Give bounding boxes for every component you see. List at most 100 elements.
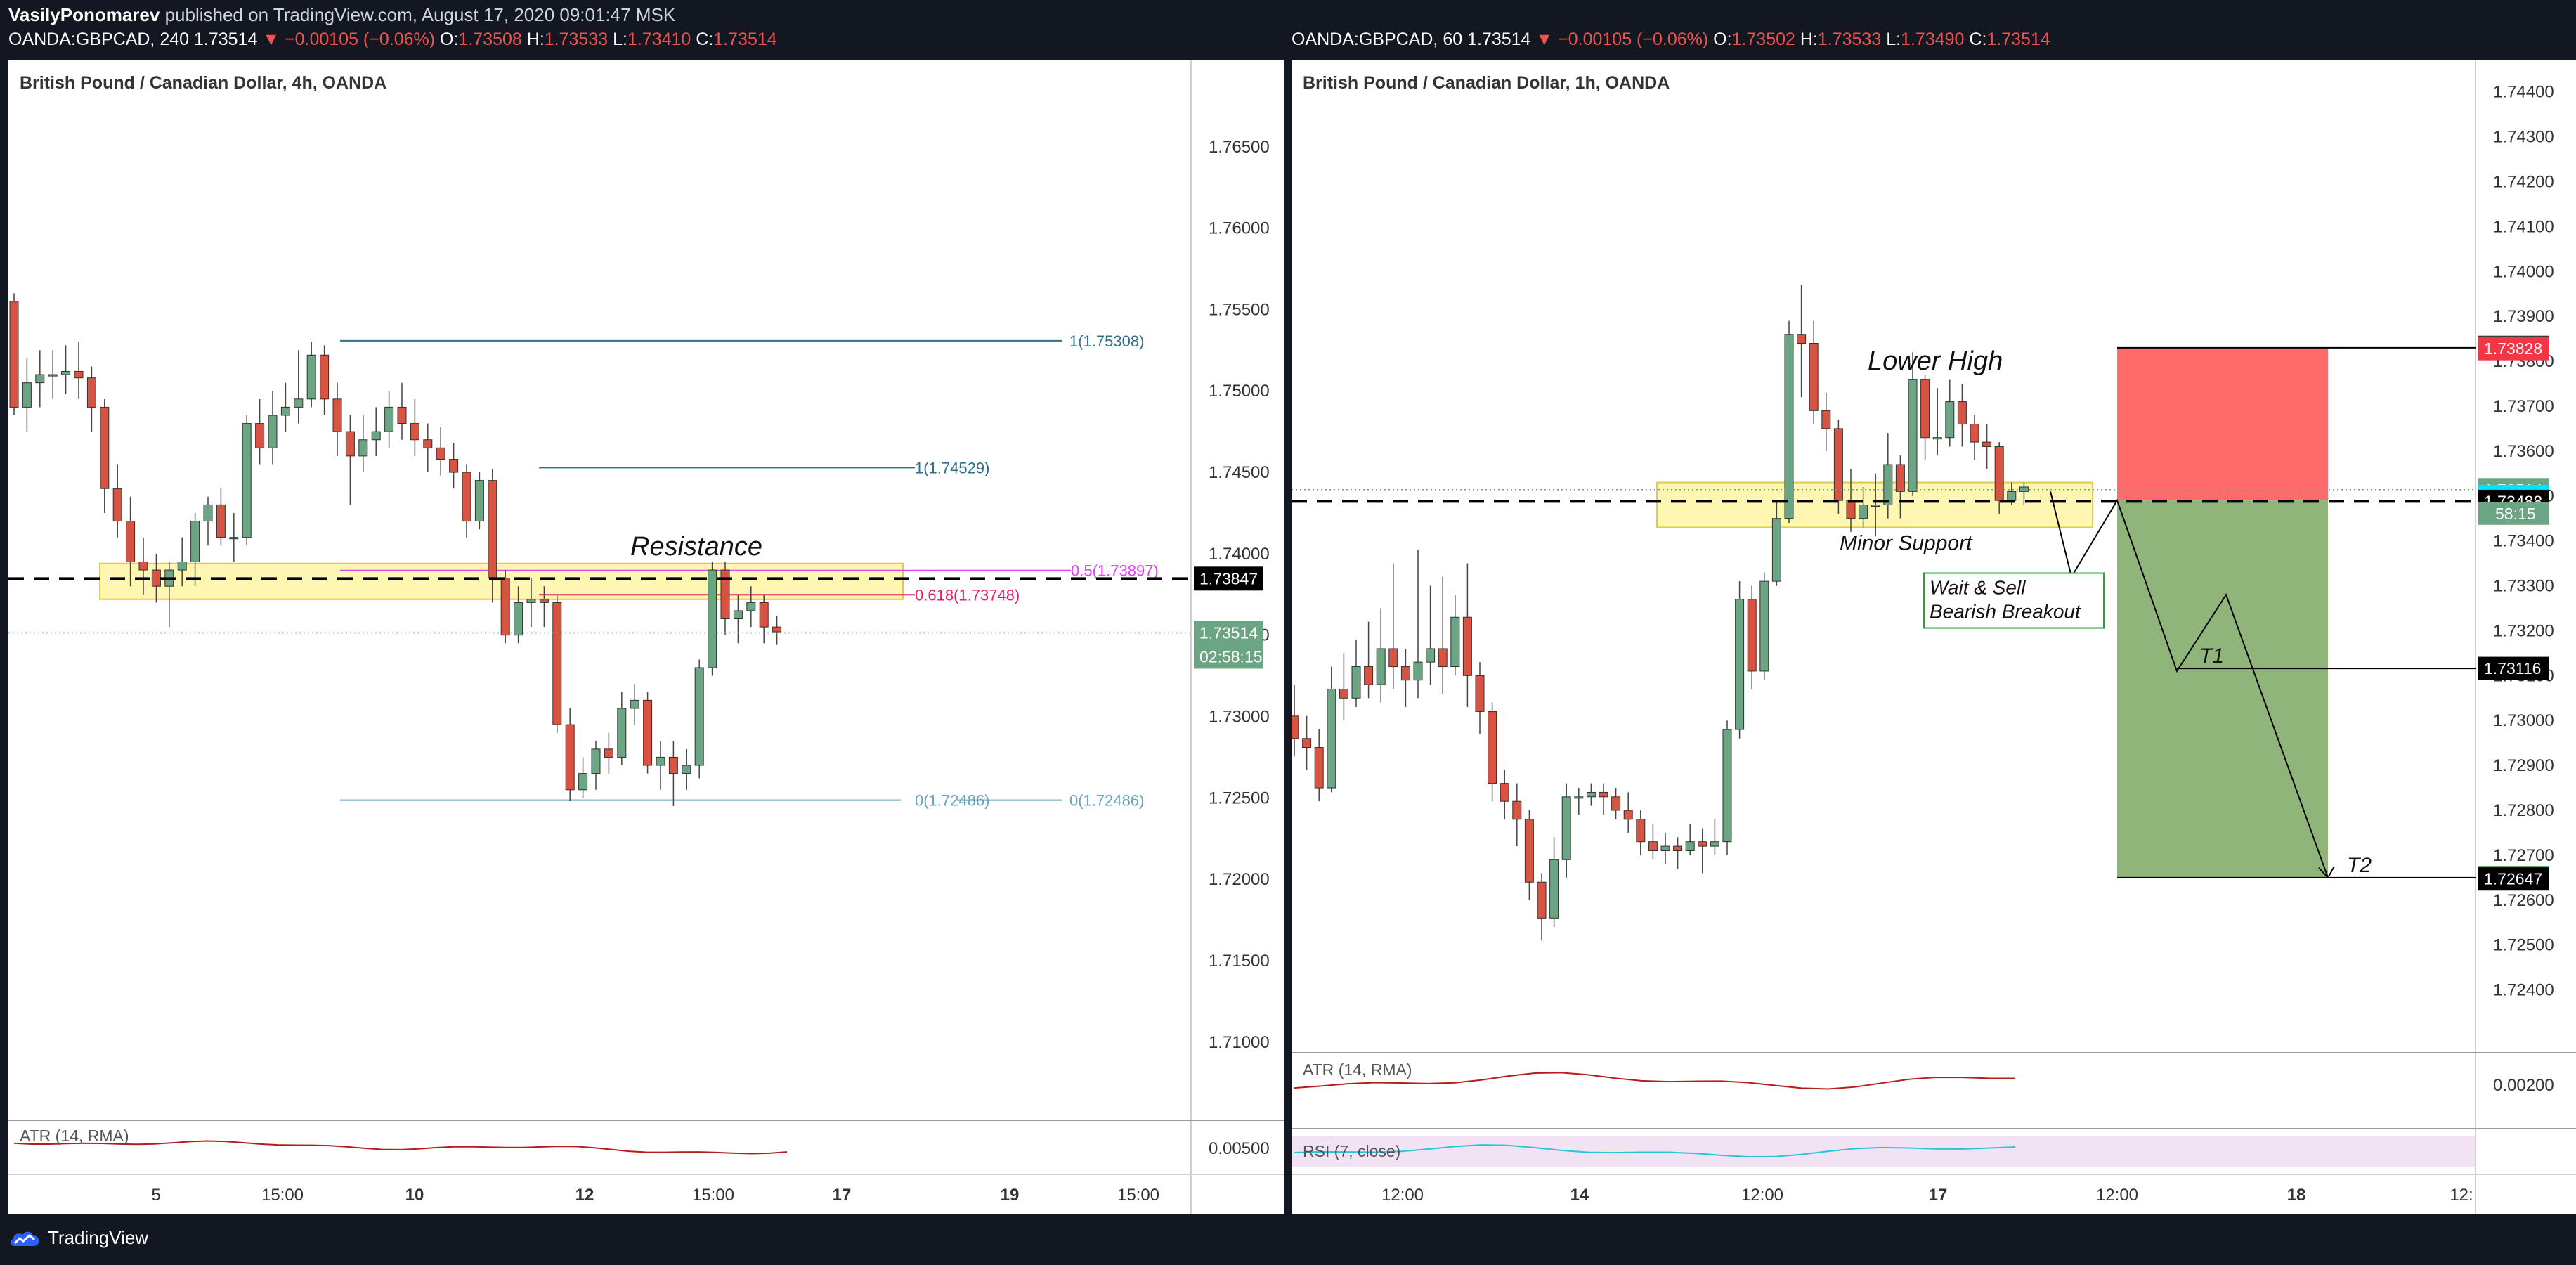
candle-body	[462, 472, 471, 522]
left-symbol: OANDA:GBPCAD, 240	[8, 30, 190, 49]
candle-body	[1438, 648, 1448, 668]
down-arrow-icon: ▼	[262, 30, 280, 49]
left-chart-panel[interactable]: 1.76500 1.76000 1.75500 1.75000 1.74500 1.740…	[8, 60, 1284, 1214]
candle-body	[138, 561, 148, 571]
candle-body	[591, 748, 601, 774]
x-tick-label: 10	[405, 1186, 424, 1205]
left-h-label: H:	[526, 30, 545, 49]
candle-body	[423, 439, 433, 448]
dashed-price-tag	[1194, 566, 1263, 591]
right-o-label: O:	[1713, 30, 1732, 49]
candle-body	[397, 406, 407, 424]
candle-body	[514, 602, 523, 636]
candle-body	[9, 301, 19, 408]
y-tick-label: 1.72000	[1209, 870, 1270, 889]
candle-body	[1859, 505, 1868, 519]
candle-body	[1574, 796, 1584, 799]
candle-body	[1400, 666, 1410, 681]
candle-body	[1710, 841, 1719, 847]
candle-body	[617, 708, 627, 758]
dashed-price-label: 1.73847	[1199, 569, 1258, 588]
x-tick-label: 19	[1001, 1186, 1020, 1205]
candle-body	[526, 599, 536, 603]
candle-body	[1292, 715, 1299, 739]
left-l-label: L:	[613, 30, 627, 49]
candle-body	[708, 569, 717, 668]
publish-header: VasilyPonomarev published on TradingView…	[0, 0, 2576, 60]
candle-body	[280, 406, 290, 416]
author-name[interactable]: VasilyPonomarev	[8, 4, 160, 25]
candle-body	[1561, 796, 1571, 860]
candle-body	[1327, 688, 1336, 789]
y-tick-label: 1.73700	[2493, 397, 2554, 416]
candle-body	[1636, 819, 1646, 843]
left-chart[interactable]: 1.76500 1.76000 1.75500 1.75000 1.74500 1.740…	[8, 60, 1284, 1214]
candle-body	[500, 578, 510, 636]
publish-info: VasilyPonomarev published on TradingView…	[8, 4, 675, 26]
candle-body	[2007, 491, 2017, 501]
y-tick-label: 1.73200	[2493, 621, 2554, 640]
minor-support-label: Minor Support	[1840, 531, 1973, 554]
candle-body	[604, 748, 613, 758]
candle-body	[1376, 648, 1386, 685]
candle-body	[1388, 648, 1398, 668]
candle-body	[320, 354, 330, 400]
right-chart[interactable]: 1.74400 1.74300 1.74200 1.74100 1.74000 1.739…	[1292, 60, 2576, 1214]
candle-body	[1302, 738, 1312, 748]
y-tick-label: 1.75000	[1209, 382, 1270, 401]
candle-body	[1846, 500, 1856, 519]
candle-body	[112, 488, 122, 522]
y-tick-label: 1.73000	[2493, 711, 2554, 730]
y-tick-label: 1.76000	[1209, 219, 1270, 238]
atr-value-label: 0.00500	[1209, 1139, 1270, 1158]
candle-body	[1698, 841, 1707, 847]
candle-body	[1970, 424, 1979, 443]
candle-body	[1883, 464, 1893, 506]
candle-body	[1932, 437, 1942, 440]
y-tick-label: 1.73300	[2493, 577, 2554, 596]
candle-body	[436, 447, 445, 460]
countdown-tag	[2478, 502, 2549, 525]
left-close: 1.73514	[713, 30, 777, 49]
y-tick-label: 1.76500	[1209, 138, 1270, 157]
candle-body	[643, 699, 653, 766]
candle-body	[229, 537, 239, 540]
projected-path	[2050, 491, 2329, 878]
y-tick-label: 1.71500	[1209, 952, 1270, 971]
fib-label: 0.618(1.73748)	[915, 586, 1020, 604]
candle-body	[694, 667, 704, 766]
candle-body	[759, 602, 769, 628]
tradingview-logo[interactable]: TradingView	[8, 1227, 148, 1249]
right-close: 1.73514	[1986, 30, 2050, 49]
x-tick-label: 15:00	[1117, 1186, 1159, 1205]
chart-title: British Pound / Canadian Dollar, 4h, OAN…	[20, 73, 386, 93]
published-text: published on TradingView.com, August 17,…	[164, 4, 676, 25]
candle-body	[48, 374, 58, 377]
x-tick-label: 5	[151, 1186, 160, 1205]
atr-line	[1294, 1072, 2016, 1090]
candle-body	[552, 602, 562, 725]
candle-body	[578, 773, 588, 791]
candle-body	[1648, 841, 1658, 851]
candle-body	[216, 504, 226, 538]
rsi-line	[1294, 1144, 2016, 1157]
resistance-label: Resistance	[630, 532, 762, 562]
y-tick-label: 1.74300	[2493, 128, 2554, 147]
y-tick-label: 1.71000	[1209, 1033, 1270, 1052]
candle-body	[332, 398, 342, 432]
left-change: −0.00105 (−0.06%)	[285, 30, 436, 49]
candle-body	[1364, 666, 1374, 685]
atr-value-label: 0.00200	[2493, 1076, 2554, 1095]
y-tick-label: 1.72700	[2493, 846, 2554, 865]
right-chart-panel[interactable]: 1.74400 1.74300 1.74200 1.74100 1.74000 1.739…	[1292, 60, 2576, 1214]
candle-body	[1982, 441, 1992, 447]
right-open: 1.73502	[1731, 30, 1795, 49]
candle-body	[733, 610, 743, 620]
price-tag-label: 1.73116	[2484, 659, 2541, 677]
right-last: 1.73514	[1467, 30, 1531, 49]
arrowhead-icon	[2318, 866, 2335, 879]
price-tag-label: 1.72647	[2484, 870, 2542, 888]
bearish-breakout-label: Bearish Breakout	[1930, 601, 2081, 623]
candle-body	[410, 423, 419, 441]
y-tick-label: 1.73400	[2493, 532, 2554, 551]
